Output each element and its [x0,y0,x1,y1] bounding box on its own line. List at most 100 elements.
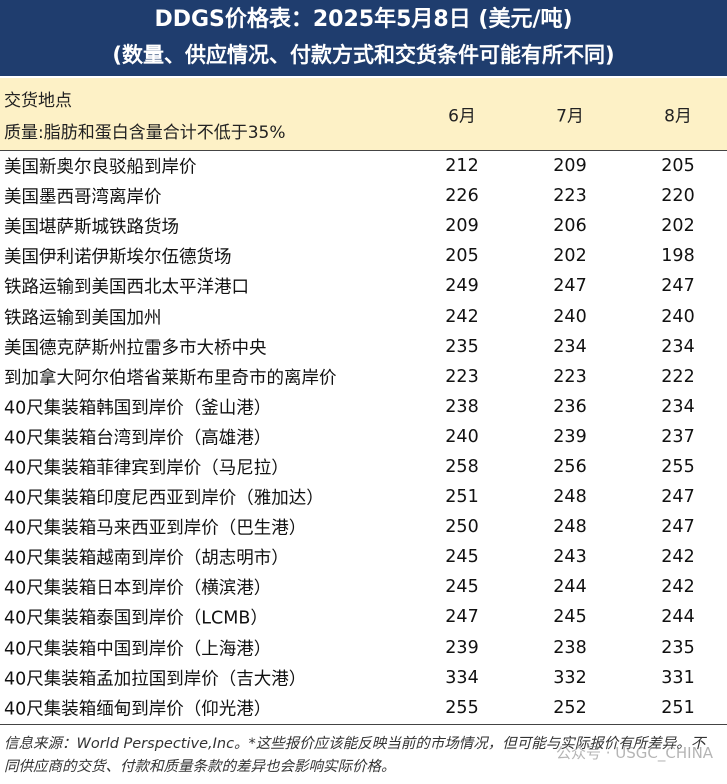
price-cell: 247 [661,487,695,508]
table-row: 40尺集装箱韩国到岸价（釜山港） 238 236 234 [0,392,727,422]
price-cell: 205 [661,156,695,177]
table-row: 40尺集装箱日本到岸价（横滨港） 245 244 242 [0,572,727,602]
price-cell: 239 [445,637,479,658]
location-cell: 美国墨西哥湾离岸价 [4,187,162,208]
price-cell: 238 [445,396,479,417]
location-cell: 40尺集装箱马来西亚到岸价（巴生港） [4,518,307,539]
price-cell: 247 [553,276,587,297]
month-header: 8月 [664,106,692,127]
table-row: 到加拿大阿尔伯塔省莱斯布里奇市的离岸价 223 223 222 [0,362,727,392]
price-cell: 334 [445,667,479,688]
price-cell: 209 [553,156,587,177]
location-cell: 40尺集装箱日本到岸价（横滨港） [4,578,272,599]
price-cell: 235 [661,637,695,658]
price-cell: 245 [445,547,479,568]
price-cell: 237 [661,426,695,447]
price-cell: 226 [445,186,479,207]
price-cell: 236 [553,396,587,417]
price-cell: 242 [661,577,695,598]
table-row: 40尺集装箱越南到岸价（胡志明市） 245 243 242 [0,542,727,572]
price-cell: 251 [661,697,695,718]
table-row: 美国堪萨斯城铁路货场 209 206 202 [0,211,727,241]
price-cell: 331 [661,667,695,688]
location-cell: 40尺集装箱泰国到岸价（LCMB） [4,608,268,629]
price-cell: 222 [661,366,695,387]
table-row: 美国墨西哥湾离岸价 226 223 220 [0,181,727,211]
price-cell: 247 [445,607,479,628]
price-cell: 202 [661,216,695,237]
location-cell: 40尺集装箱韩国到岸价（釜山港） [4,398,272,419]
subtitle: (数量、供应情况、付款方式和交货条件可能有所不同) [112,43,615,67]
quality-label: 质量:脂肪和蛋白含量合计不低于35% [4,123,286,143]
table-row: 40尺集装箱菲律宾到岸价（马尼拉） 258 256 255 [0,452,727,482]
table-row: 美国新奥尔良驳船到岸价 212 209 205 [0,151,727,181]
price-cell: 256 [553,456,587,477]
price-cell: 238 [553,637,587,658]
price-cell: 209 [445,216,479,237]
column-header: 交货地点 质量:脂肪和蛋白含量合计不低于35% 6月 7月 8月 [0,78,727,151]
price-cell: 220 [661,186,695,207]
table-row: 铁路运输到美国加州 242 240 240 [0,301,727,331]
price-cell: 245 [553,607,587,628]
table-body: 美国新奥尔良驳船到岸价 212 209 205 美国墨西哥湾离岸价 226 223 220 美国… [0,151,727,723]
price-cell: 239 [553,426,587,447]
price-cell: 250 [445,517,479,538]
price-cell: 206 [553,216,587,237]
price-cell: 255 [445,697,479,718]
price-cell: 202 [553,246,587,267]
price-cell: 198 [661,246,695,267]
price-cell: 212 [445,156,479,177]
location-cell: 40尺集装箱台湾到岸价（高雄港） [4,428,272,449]
location-cell: 40尺集装箱孟加拉国到岸价（吉大港） [4,669,307,690]
location-cell: 美国新奥尔良驳船到岸价 [4,157,197,178]
price-cell: 234 [661,396,695,417]
price-cell: 242 [661,547,695,568]
location-cell: 40尺集装箱越南到岸价（胡志明市） [4,548,289,569]
title: DDGS价格表：2025年5月8日 (美元/吨) [154,7,573,32]
table-row: 美国伊利诺伊斯埃尔伍德货场 205 202 198 [0,241,727,271]
location-cell: 40尺集装箱印度尼西亚到岸价（雅加达） [4,488,324,509]
location-cell: 美国伊利诺伊斯埃尔伍德货场 [4,247,232,268]
price-cell: 240 [661,306,695,327]
price-cell: 245 [445,577,479,598]
price-cell: 242 [445,306,479,327]
table-row: 40尺集装箱孟加拉国到岸价（吉大港） 334 332 331 [0,663,727,693]
location-cell: 美国德克萨斯州拉雷多市大桥中央 [4,338,267,359]
title-bar: DDGS价格表：2025年5月8日 (美元/吨) (数量、供应情况、付款方式和交… [0,0,727,76]
price-cell: 247 [661,276,695,297]
price-cell: 252 [553,697,587,718]
table-row: 40尺集装箱泰国到岸价（LCMB） 247 245 244 [0,602,727,632]
price-cell: 240 [553,306,587,327]
location-cell: 到加拿大阿尔伯塔省莱斯布里奇市的离岸价 [4,368,337,389]
price-cell: 234 [661,336,695,357]
location-cell: 美国堪萨斯城铁路货场 [4,217,179,238]
price-cell: 205 [445,246,479,267]
footnote: 信息来源：World Perspective,Inc。*这些报价应该能反映当前的… [4,736,706,775]
month-header: 7月 [556,106,584,127]
price-cell: 235 [445,336,479,357]
price-cell: 247 [661,517,695,538]
watermark: 公众号 · USGC_CHINA [556,744,714,762]
price-cell: 223 [553,186,587,207]
month-header: 6月 [448,106,476,127]
location-cell: 40尺集装箱中国到岸价（上海港） [4,639,272,660]
table-row: 美国德克萨斯州拉雷多市大桥中央 235 234 234 [0,332,727,362]
location-cell: 40尺集装箱菲律宾到岸价（马尼拉） [4,458,289,479]
table-row: 40尺集装箱马来西亚到岸价（巴生港） 250 248 247 [0,512,727,542]
location-cell: 40尺集装箱缅甸到岸价（仰光港） [4,699,272,720]
table-row: 40尺集装箱中国到岸价（上海港） 239 238 235 [0,633,727,663]
rule [0,724,727,725]
price-cell: 240 [445,426,479,447]
price-cell: 248 [553,517,587,538]
price-cell: 234 [553,336,587,357]
price-cell: 223 [553,366,587,387]
price-cell: 332 [553,667,587,688]
table-row: 40尺集装箱缅甸到岸价（仰光港） 255 252 251 [0,693,727,723]
price-cell: 255 [661,456,695,477]
location-cell: 铁路运输到美国加州 [4,308,162,329]
table-row: 40尺集装箱印度尼西亚到岸价（雅加达） 251 248 247 [0,482,727,512]
price-cell: 258 [445,456,479,477]
price-cell: 244 [553,577,587,598]
price-cell: 243 [553,547,587,568]
